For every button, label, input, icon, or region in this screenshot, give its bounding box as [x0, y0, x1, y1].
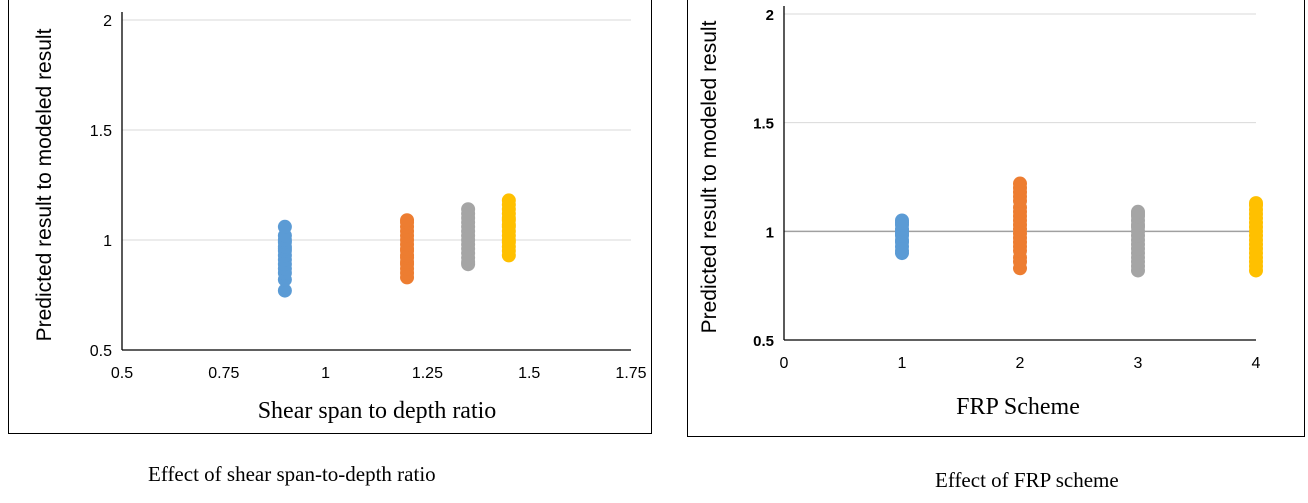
- y-tick-label: 0.5: [90, 343, 112, 360]
- chart-panel-left: 0.5 1 1.5 2 0.5 0.75 1 1.25 1.5 1.75 Shear span to…: [8, 0, 652, 434]
- x-axis-label: FRP Scheme: [956, 394, 1080, 420]
- data-point-series-1: [895, 213, 909, 228]
- chart-panel-right: 0.5 1 1.5 2 0 1 2 3 4 FRP Scheme Predicted result …: [687, 0, 1305, 437]
- x-tick-label: 2: [1016, 355, 1025, 372]
- y-tick-label: 0.5: [753, 333, 774, 350]
- x-tick-label: 0: [780, 355, 789, 372]
- x-tick-label: 4: [1252, 355, 1261, 372]
- data-point-series-3: [1131, 204, 1145, 219]
- data-point-series-4: [1249, 196, 1263, 211]
- x-tick-label: 0.75: [208, 365, 239, 382]
- y-tick-label: 2: [766, 7, 774, 24]
- caption-left: Effect of shear span-to-depth ratio: [148, 462, 436, 486]
- y-tick-label: 1.5: [90, 123, 112, 140]
- caption-right: Effect of FRP scheme: [935, 468, 1119, 492]
- x-tick-label: 1: [898, 355, 907, 372]
- x-tick-label: 1.25: [412, 365, 443, 382]
- y-tick-label: 1.5: [753, 116, 774, 133]
- data-point-series-1: [277, 283, 292, 298]
- y-tick-label: 1: [766, 224, 774, 241]
- y-tick-label: 1: [103, 233, 112, 250]
- data-point-series-3: [461, 202, 476, 217]
- x-tick-label: 0.5: [111, 365, 133, 382]
- data-point-series-4: [501, 193, 516, 208]
- x-tick-label: 1.5: [518, 365, 540, 382]
- x-tick-label: 1: [321, 365, 330, 382]
- scatter-chart-frp-scheme: 0.5 1 1.5 2 0 1 2 3 4 FRP Scheme Predicted result …: [698, 6, 1263, 420]
- x-axis-label: Shear span to depth ratio: [258, 398, 497, 424]
- scatter-chart-shear-span: 0.5 1 1.5 2 0.5 0.75 1 1.25 1.5 1.75 Shear span to…: [33, 12, 647, 424]
- y-axis-label: Predicted result to modeled result: [33, 28, 56, 341]
- x-tick-label: 1.75: [615, 365, 646, 382]
- x-tick-label: 3: [1134, 355, 1143, 372]
- y-axis-label: Predicted result to modeled result: [698, 20, 721, 333]
- data-point-series-1: [277, 219, 292, 234]
- y-tick-label: 2: [103, 13, 112, 30]
- data-point-series-2: [1013, 176, 1027, 191]
- data-point-series-2: [400, 213, 415, 228]
